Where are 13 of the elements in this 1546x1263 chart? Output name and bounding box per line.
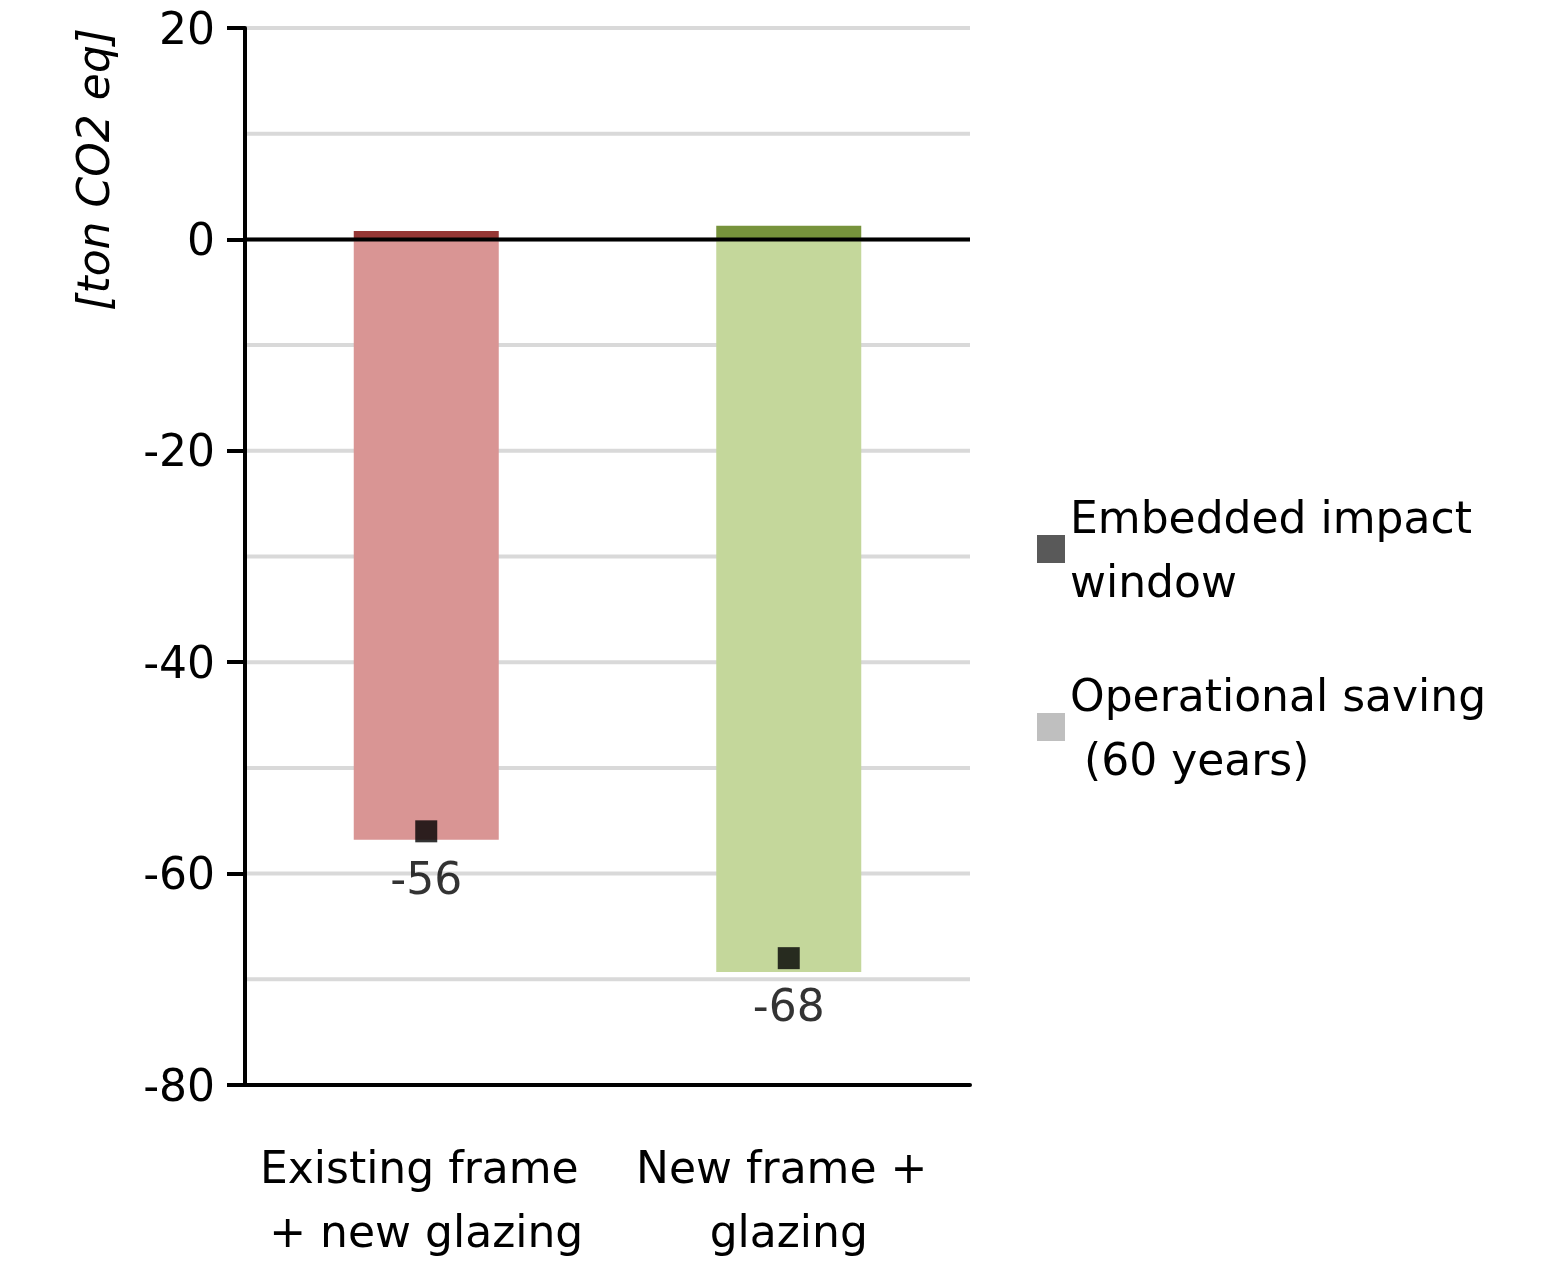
data-label: -56	[390, 852, 463, 904]
y-tick-label: 0	[187, 213, 215, 265]
y-tick-label: 20	[159, 2, 215, 54]
y-tick-label: -80	[143, 1059, 215, 1111]
text: Operational saving (60 years)	[1070, 669, 1487, 785]
y-tick-label: -40	[143, 636, 215, 688]
y-tick-label: -20	[143, 425, 215, 477]
x-tick-label: New frame + glazing	[636, 1141, 942, 1257]
y-axis-title: [ton CO2 eq]	[67, 28, 119, 311]
data-label: -68	[752, 979, 825, 1031]
text: Embedded impact window	[1070, 491, 1486, 607]
y-tick-label: -60	[143, 848, 215, 900]
x-tick-label: Existing frame + new glazing	[259, 1141, 593, 1257]
